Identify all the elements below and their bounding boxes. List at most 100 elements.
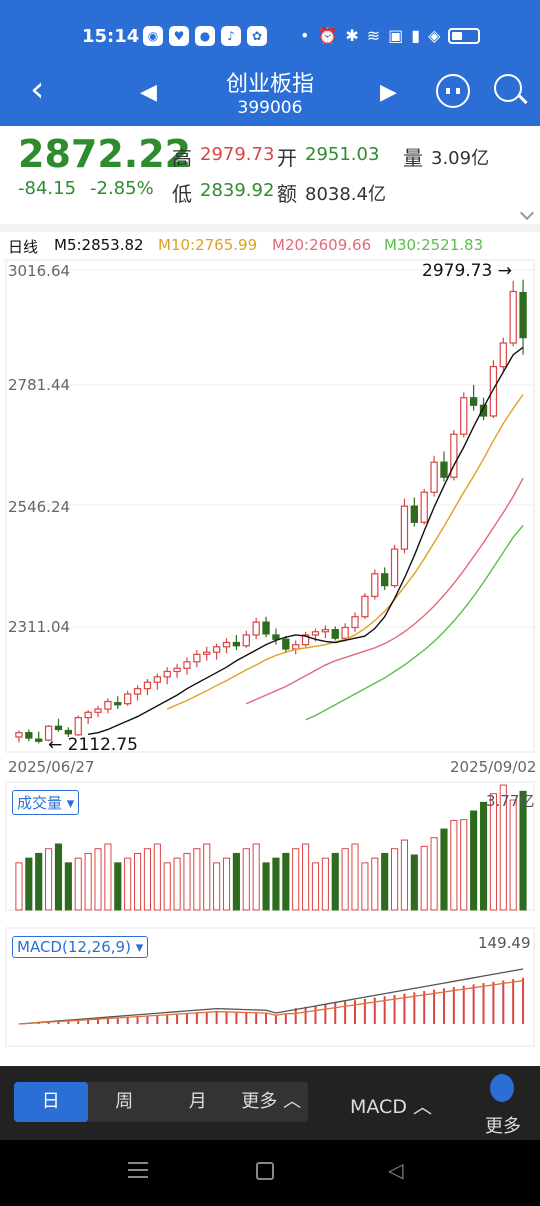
- more-icon[interactable]: [490, 1074, 514, 1102]
- volume-bar: [450, 819, 458, 911]
- dot-icon: •: [300, 26, 310, 45]
- volume-bar: [252, 843, 260, 911]
- 5g-icon: ▮: [411, 26, 421, 45]
- candle-body: [104, 700, 112, 710]
- tab-day[interactable]: 日: [14, 1082, 88, 1122]
- candle-body: [222, 641, 231, 648]
- chevron-up-icon: ︿: [413, 1096, 433, 1118]
- candle-body: [479, 404, 488, 417]
- candle-body: [292, 644, 300, 650]
- candle-body: [203, 651, 211, 655]
- candle-body: [390, 548, 399, 587]
- candle-body: [489, 366, 498, 417]
- menu-icon[interactable]: [128, 1162, 148, 1178]
- status-bar: 15:14 ◉ ♥ ● ♪ ✿ • ⏰ ✱ ≋ ▣ ▮ ◈: [0, 0, 540, 70]
- amount-label: 额: [277, 182, 297, 206]
- next-stock-icon[interactable]: ▶: [380, 80, 397, 105]
- volume-bar: [272, 857, 280, 911]
- volume-bar: [262, 862, 270, 911]
- search-icon[interactable]: [494, 74, 522, 102]
- high-value: 2979.73: [200, 144, 275, 165]
- volume-bar: [460, 819, 468, 911]
- volume-bar: [400, 839, 409, 911]
- prev-stock-icon[interactable]: ◀: [140, 80, 157, 105]
- volume-bar: [84, 852, 92, 911]
- kline-chart[interactable]: 3016.64 2781.44 2546.24 2311.04 2979.73 → ← 2…: [0, 0, 540, 1066]
- volume-bar: [321, 857, 329, 911]
- more-label[interactable]: 更多: [485, 1116, 521, 1137]
- macd-indicator-select[interactable]: MACD(12,26,9) ▾: [12, 936, 149, 958]
- high-label: 高: [172, 146, 192, 170]
- volume-bar: [381, 852, 389, 911]
- candle-body: [94, 708, 102, 713]
- volume-bar: [410, 854, 418, 911]
- ma5-label: M5:2853.82: [54, 236, 144, 254]
- volume-bar: [64, 862, 72, 911]
- home-icon[interactable]: [256, 1162, 274, 1180]
- alarm-icon: ⏰: [317, 26, 338, 45]
- current-price: 2872.22: [18, 132, 192, 176]
- candle-body: [54, 725, 63, 731]
- volume-bar: [371, 857, 379, 911]
- volume-bar: [153, 843, 161, 911]
- tab-month[interactable]: 月: [188, 1091, 207, 1112]
- stock-code: 399006: [237, 98, 303, 118]
- ma20-line: [246, 477, 524, 705]
- volume-bar: [390, 848, 399, 911]
- volume-bar: [499, 784, 507, 911]
- volume-bar: [341, 848, 349, 911]
- tab-more[interactable]: 更多 ︿: [235, 1082, 309, 1122]
- battery-icon: [448, 27, 481, 44]
- chevron-up-icon: ︿: [283, 1091, 302, 1112]
- candle-body: [341, 626, 349, 639]
- candle-body: [25, 732, 33, 739]
- ma5-line: [88, 346, 524, 735]
- volume-value: 3.09亿: [431, 148, 490, 169]
- candle-body: [114, 702, 122, 706]
- y-tick-label: 2781.44: [8, 376, 70, 394]
- x-start-label: 2025/06/27: [8, 758, 94, 776]
- volume-bar: [222, 857, 231, 911]
- amount-value: 8038.4亿: [305, 184, 386, 205]
- volume-bar: [104, 843, 112, 911]
- volume-bar: [440, 828, 448, 911]
- candle-body: [173, 667, 181, 673]
- volume-bar: [489, 793, 497, 911]
- ma30-label: M30:2521.83: [384, 236, 484, 254]
- tab-week[interactable]: 周: [115, 1091, 134, 1112]
- candle-body: [519, 291, 527, 339]
- low-label: 低: [172, 182, 192, 206]
- app-header: ‹ ◀ 创业板指 399006 ▶: [0, 60, 540, 126]
- candle-body: [469, 397, 478, 406]
- page-indicator: [256, 1134, 286, 1149]
- volume-bar: [94, 848, 102, 911]
- volume-bar: [163, 862, 171, 911]
- divider: [0, 224, 540, 232]
- candle-body: [430, 461, 438, 493]
- x-end-label: 2025/09/02: [450, 758, 536, 776]
- volume-bar: [74, 857, 82, 911]
- candle-body: [212, 646, 221, 653]
- ma10-label: M10:2765.99: [158, 236, 258, 254]
- bluetooth-icon: ✱: [345, 26, 359, 45]
- status-time: 15:14: [82, 26, 140, 47]
- tiktok-icon: ♪: [221, 26, 241, 46]
- back-icon[interactable]: ‹: [30, 69, 45, 110]
- candle-body: [153, 676, 161, 683]
- volume-bar: [213, 862, 221, 911]
- volume-bar: [361, 862, 369, 911]
- min-price-label: ← 2112.75: [48, 735, 138, 755]
- volume-bar: [509, 799, 517, 911]
- page-title: 创业板指: [225, 72, 314, 97]
- price-change: -84.15: [18, 178, 77, 199]
- candle-body: [252, 621, 260, 636]
- macd-button[interactable]: MACD ︿: [350, 1092, 432, 1119]
- volume-bar: [430, 837, 438, 911]
- period-label[interactable]: 日线: [8, 238, 39, 256]
- candle-body: [361, 595, 369, 618]
- candle-body: [124, 693, 132, 705]
- assistant-icon[interactable]: [436, 74, 470, 108]
- y-tick-label: 3016.64: [8, 262, 70, 280]
- volume-indicator-select[interactable]: 成交量 ▾: [12, 790, 80, 815]
- back-triangle-icon[interactable]: ◁: [388, 1158, 404, 1182]
